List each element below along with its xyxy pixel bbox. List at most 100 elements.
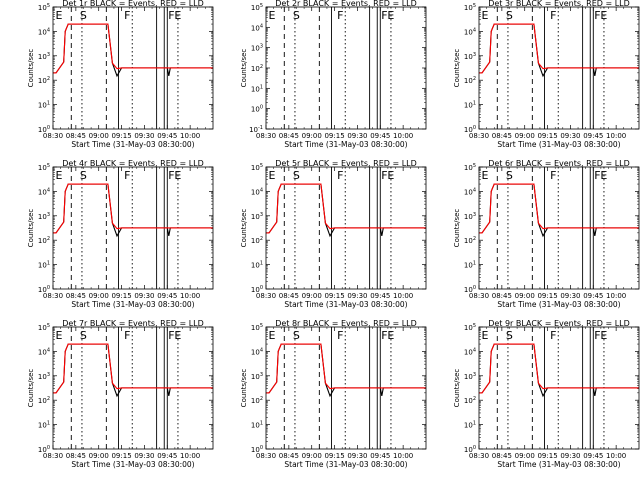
event-marker-label: S	[293, 329, 300, 342]
x-tick-label: 10:00	[180, 452, 200, 460]
x-axis-label: Start Time (31-May-03 08:30:00)	[71, 140, 194, 149]
event-marker-label: S	[80, 9, 87, 22]
event-marker-label: F	[594, 169, 600, 182]
detector-panel: Det 6r BLACK = Events, RED = LLDESFFE100…	[453, 159, 640, 309]
y-tick-label: 103	[251, 212, 263, 221]
detector-panel: Det 5r BLACK = Events, RED = LLDESFFE100…	[240, 159, 427, 309]
x-tick-label: 08:45	[492, 132, 512, 140]
y-tick-label: 104	[38, 347, 50, 356]
x-tick-label: 10:00	[180, 292, 200, 300]
event-marker-label: E	[56, 329, 63, 342]
y-tick-label: 101	[251, 261, 263, 270]
detector-panel: Det 8r BLACK = Events, RED = LLDESFFE100…	[240, 319, 427, 469]
y-tick-label: 101	[464, 101, 476, 110]
plot-frame	[478, 166, 640, 290]
x-tick-label: 10:00	[606, 132, 626, 140]
event-marker-label: F	[124, 9, 130, 22]
y-tick-label: 102	[38, 396, 50, 405]
y-axis-label: Counts/sec	[240, 49, 248, 88]
event-marker-label: F	[381, 169, 387, 182]
lld-series-line	[479, 23, 639, 74]
x-axis-label: Start Time (31-May-03 08:30:00)	[284, 140, 407, 149]
x-axis-label: Start Time (31-May-03 08:30:00)	[497, 300, 620, 309]
x-tick-label: 09:30	[134, 452, 154, 460]
event-marker-label: F	[124, 169, 130, 182]
y-tick-label: 104	[38, 187, 50, 196]
y-tick-label: 10-1	[249, 125, 263, 134]
y-tick-label: 103	[464, 52, 476, 61]
event-marker-label: F	[550, 9, 556, 22]
y-tick-label: 100	[464, 125, 476, 134]
x-tick-label: 08:30	[43, 292, 63, 300]
plot-frame	[265, 6, 427, 130]
x-tick-label: 08:30	[256, 452, 276, 460]
event-marker-label: F	[168, 9, 174, 22]
y-axis-label: Counts/sec	[27, 49, 35, 88]
y-tick-label: 103	[38, 372, 50, 381]
x-axis-label: Start Time (31-May-03 08:30:00)	[497, 460, 620, 469]
x-tick-label: 09:45	[583, 132, 603, 140]
y-tick-label: 101	[38, 261, 50, 270]
event-marker-label: E	[482, 329, 489, 342]
event-marker-label: F	[550, 169, 556, 182]
x-axis-label: Start Time (31-May-03 08:30:00)	[284, 460, 407, 469]
plot-frame	[52, 326, 214, 450]
x-tick-label: 09:45	[157, 452, 177, 460]
event-marker-label: S	[506, 9, 513, 22]
y-tick-label: 100	[464, 445, 476, 454]
y-tick-label: 100	[38, 445, 50, 454]
y-tick-label: 100	[38, 125, 50, 134]
x-tick-label: 09:15	[324, 292, 344, 300]
x-tick-label: 08:45	[492, 452, 512, 460]
y-axis-label: Counts/sec	[240, 369, 248, 408]
event-marker-label: F	[550, 329, 556, 342]
y-tick-label: 104	[251, 187, 263, 196]
lld-series-line	[53, 343, 213, 394]
x-tick-label: 08:45	[279, 292, 299, 300]
y-tick-label: 101	[38, 101, 50, 110]
x-tick-label: 10:00	[606, 292, 626, 300]
x-tick-label: 09:45	[583, 452, 603, 460]
x-tick-label: 09:00	[302, 132, 322, 140]
event-marker-label: E	[269, 169, 276, 182]
x-tick-label: 08:45	[66, 132, 86, 140]
plot-frame	[265, 166, 427, 290]
x-tick-label: 09:15	[537, 132, 557, 140]
x-tick-label: 08:45	[279, 132, 299, 140]
y-tick-label: 105	[38, 323, 50, 332]
x-tick-label: 09:30	[560, 452, 580, 460]
lld-series-line	[53, 23, 213, 74]
plot-frame	[478, 6, 640, 130]
y-tick-label: 103	[251, 372, 263, 381]
detector-panel: Det 9r BLACK = Events, RED = LLDESFFE100…	[453, 319, 640, 469]
y-tick-label: 105	[38, 3, 50, 12]
panel-title: Det 9r BLACK = Events, RED = LLD	[488, 319, 630, 328]
detector-panel: Det 7r BLACK = Events, RED = LLDESFFE100…	[27, 319, 214, 469]
x-axis-label: Start Time (31-May-03 08:30:00)	[284, 300, 407, 309]
x-tick-label: 09:15	[537, 452, 557, 460]
y-axis-label: Counts/sec	[240, 209, 248, 248]
x-tick-label: 09:00	[89, 452, 109, 460]
y-tick-label: 100	[251, 445, 263, 454]
lld-series-line	[479, 343, 639, 394]
plot-frame	[52, 6, 214, 130]
y-tick-label: 103	[251, 44, 263, 53]
y-axis-label: Counts/sec	[453, 49, 461, 88]
x-tick-label: 09:30	[560, 132, 580, 140]
x-tick-label: 08:30	[43, 452, 63, 460]
y-tick-label: 101	[38, 421, 50, 430]
panel-title: Det 3r BLACK = Events, RED = LLD	[488, 0, 630, 8]
event-marker-label: S	[80, 329, 87, 342]
event-marker-label: F	[594, 329, 600, 342]
x-tick-label: 09:00	[515, 292, 535, 300]
y-tick-label: 105	[251, 323, 263, 332]
y-tick-label: 102	[251, 236, 263, 245]
x-tick-label: 08:30	[469, 132, 489, 140]
panel-title: Det 7r BLACK = Events, RED = LLD	[62, 319, 204, 328]
y-tick-label: 103	[38, 212, 50, 221]
y-tick-label: 103	[464, 212, 476, 221]
event-marker-label: S	[506, 329, 513, 342]
y-tick-label: 102	[464, 236, 476, 245]
y-tick-label: 105	[251, 163, 263, 172]
x-tick-label: 09:30	[134, 132, 154, 140]
